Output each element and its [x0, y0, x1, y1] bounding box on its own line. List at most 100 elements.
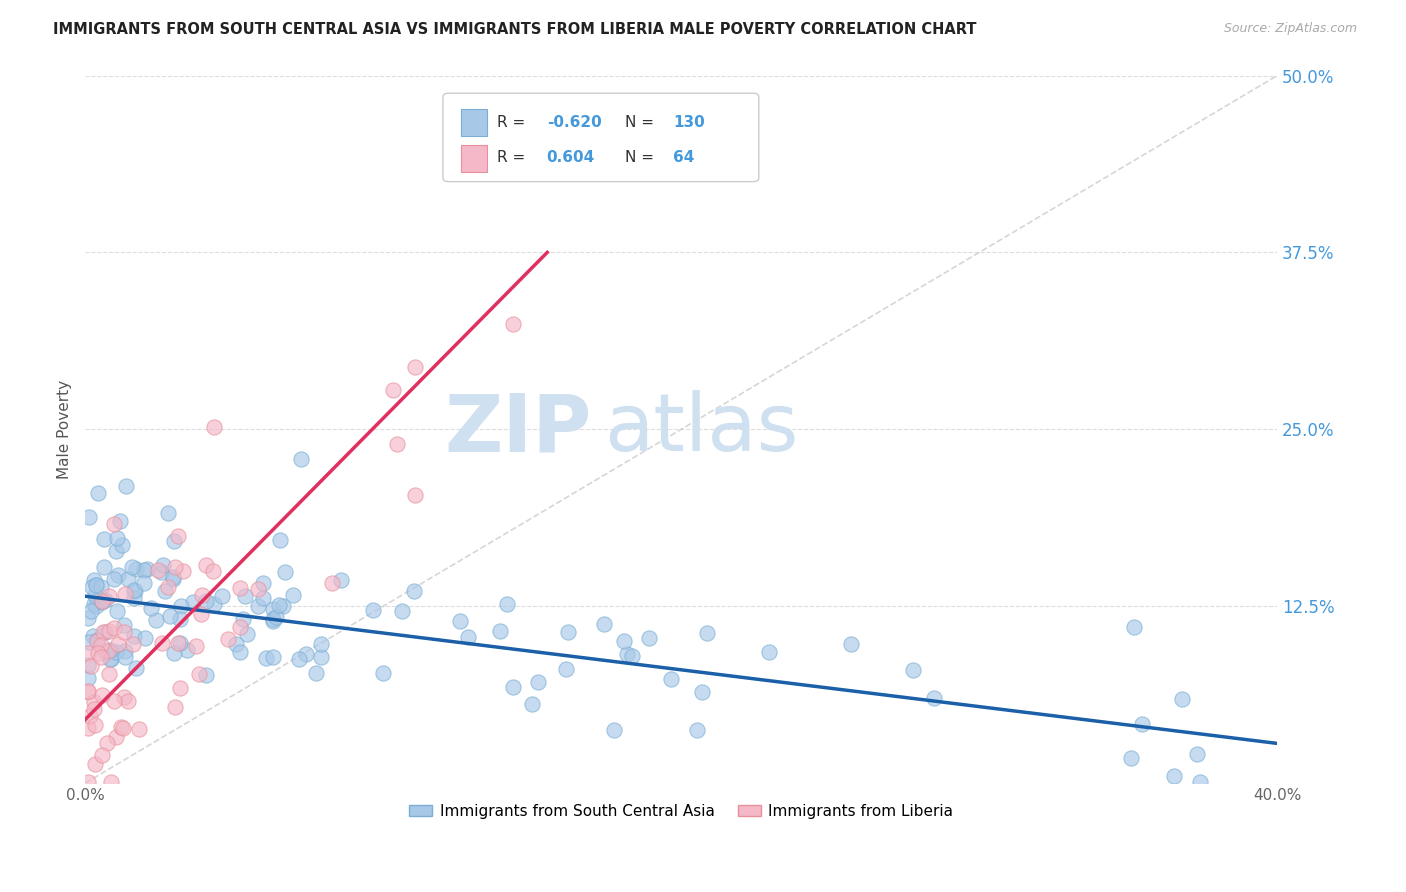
Text: 130: 130: [673, 114, 704, 129]
Point: [520, 698, 543, 712]
Legend: Immigrants from South Central Asia, Immigrants from Liberia: Immigrants from South Central Asia, Immi…: [404, 797, 959, 825]
Point: [90, 594, 112, 608]
Point: [150, 636, 173, 650]
Point: [77, 685, 100, 699]
Point: [107, 568, 129, 582]
Point: [77, 657, 100, 672]
Point: [149, 565, 172, 579]
Text: IMMIGRANTS FROM SOUTH CENTRAL ASIA VS IMMIGRANTS FROM LIBERIA MALE POVERTY CORRE: IMMIGRANTS FROM SOUTH CENTRAL ASIA VS IM…: [53, 22, 977, 37]
Point: [194, 668, 217, 682]
Point: [229, 581, 252, 595]
Point: [166, 529, 188, 543]
Point: [186, 639, 208, 653]
Point: [187, 667, 209, 681]
Point: [100, 774, 122, 789]
Point: [402, 583, 425, 598]
Point: [526, 675, 548, 690]
Point: [304, 666, 326, 681]
Point: [121, 560, 143, 574]
Point: [132, 576, 155, 591]
Point: [156, 580, 179, 594]
Point: [105, 603, 128, 617]
Point: [502, 680, 524, 694]
Point: [659, 672, 682, 686]
Point: [94, 644, 117, 658]
Point: [839, 638, 862, 652]
Text: 64: 64: [673, 151, 695, 165]
Point: [163, 700, 186, 714]
Point: [93, 559, 115, 574]
Point: [271, 599, 294, 613]
Point: [86, 632, 108, 647]
Point: [103, 621, 125, 635]
Point: [121, 637, 143, 651]
Point: [87, 646, 110, 660]
Point: [122, 582, 145, 597]
Point: [162, 570, 184, 584]
Point: [83, 702, 105, 716]
Point: [269, 598, 291, 612]
Text: N =: N =: [626, 114, 659, 129]
Point: [124, 584, 146, 599]
Point: [191, 588, 214, 602]
Point: [90, 650, 112, 665]
Point: [77, 611, 100, 625]
Point: [115, 479, 138, 493]
Point: [114, 650, 136, 665]
Point: [105, 532, 128, 546]
Point: [176, 643, 198, 657]
Point: [122, 591, 145, 605]
Point: [136, 562, 159, 576]
Point: [225, 637, 247, 651]
Point: [246, 582, 269, 596]
Point: [83, 597, 105, 611]
Point: [125, 562, 148, 576]
Point: [254, 650, 277, 665]
Point: [922, 690, 945, 705]
Point: [502, 317, 524, 331]
Point: [77, 509, 100, 524]
Text: N =: N =: [626, 151, 659, 165]
Point: [114, 644, 136, 658]
Point: [132, 563, 155, 577]
Point: [321, 575, 343, 590]
Point: [98, 624, 121, 638]
Point: [262, 612, 284, 626]
Point: [91, 688, 114, 702]
Point: [264, 610, 287, 624]
Point: [555, 662, 578, 676]
Text: ZIP: ZIP: [444, 391, 592, 468]
Point: [1170, 692, 1192, 706]
Point: [86, 634, 108, 648]
Point: [111, 538, 134, 552]
Point: [262, 601, 284, 615]
Point: [449, 614, 471, 628]
Point: [103, 573, 125, 587]
Point: [457, 630, 479, 644]
Text: 0.604: 0.604: [547, 151, 595, 165]
Point: [80, 604, 103, 618]
Point: [371, 665, 394, 680]
Point: [603, 723, 626, 737]
Point: [117, 572, 139, 586]
Point: [100, 652, 122, 666]
Point: [269, 533, 291, 547]
Point: [1187, 747, 1209, 761]
Point: [155, 584, 177, 599]
Point: [247, 599, 270, 613]
Point: [163, 534, 186, 549]
Text: R =: R =: [496, 114, 530, 129]
Point: [593, 617, 616, 632]
Text: -0.620: -0.620: [547, 114, 602, 129]
Point: [97, 644, 120, 658]
Point: [112, 625, 135, 640]
FancyBboxPatch shape: [461, 109, 486, 136]
Point: [488, 624, 510, 638]
Point: [163, 646, 186, 660]
Point: [82, 629, 104, 643]
Point: [252, 591, 274, 606]
Text: Source: ZipAtlas.com: Source: ZipAtlas.com: [1223, 22, 1357, 36]
Point: [616, 647, 638, 661]
Point: [83, 573, 105, 587]
Point: [107, 637, 129, 651]
